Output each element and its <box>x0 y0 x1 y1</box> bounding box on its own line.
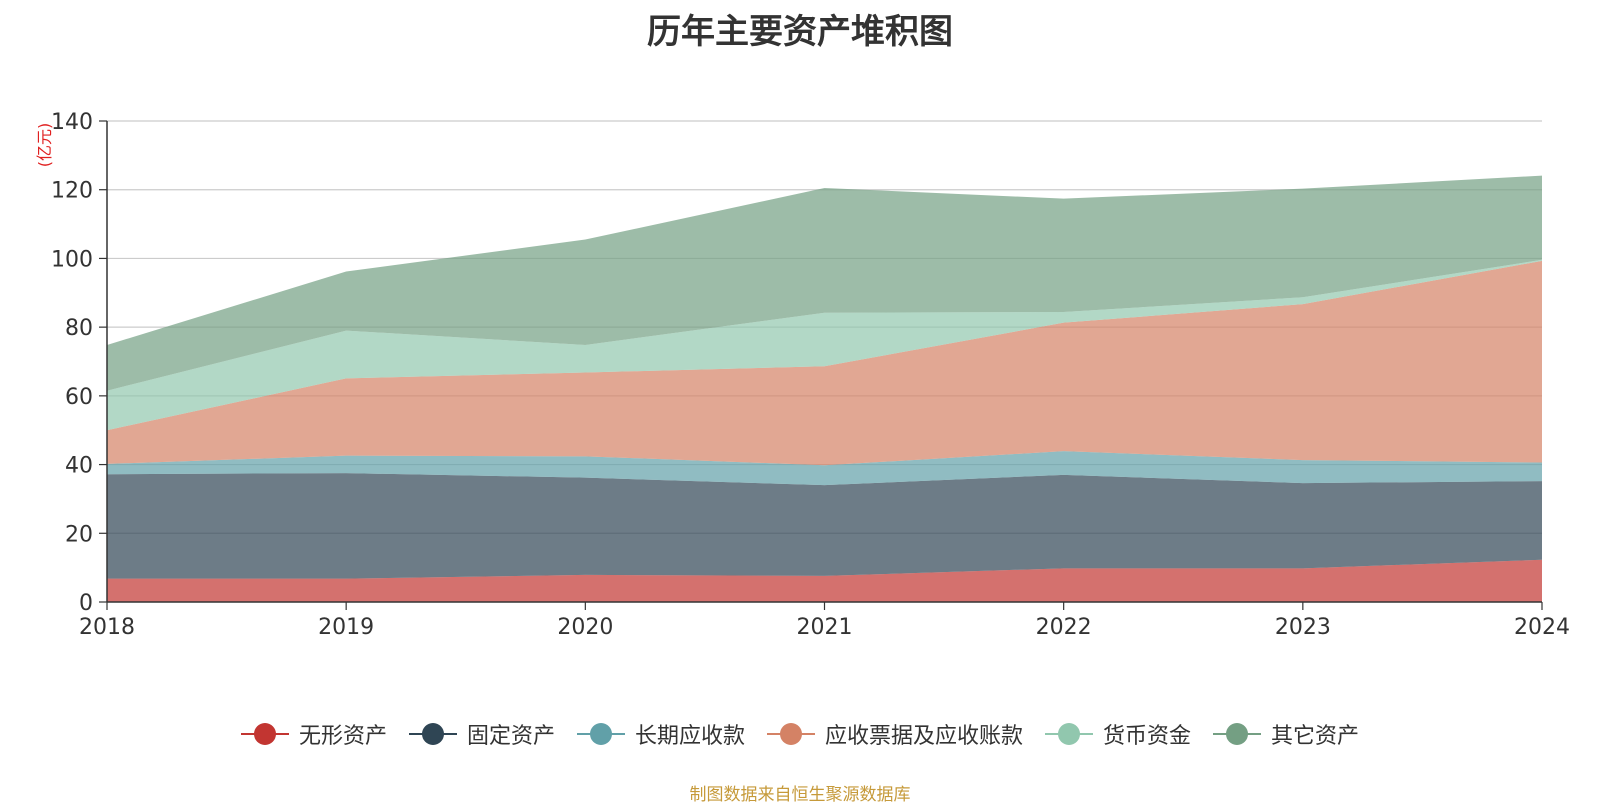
y-tick-label-120: 120 <box>51 179 93 204</box>
area-receivables[interactable] <box>107 260 1542 466</box>
legend-marker-icon <box>240 721 289 747</box>
y-tick-label-60: 60 <box>65 385 93 410</box>
legend-item-long_term_receivable[interactable]: 长期应收款 <box>576 718 745 750</box>
y-tick-label-140: 140 <box>51 110 93 135</box>
legend-item-intangible[interactable]: 无形资产 <box>240 718 387 750</box>
area-intangible[interactable] <box>107 559 1542 602</box>
legend-marker-icon <box>1213 721 1262 747</box>
y-tick-label-100: 100 <box>51 247 93 272</box>
legend-label: 固定资产 <box>466 724 555 749</box>
area-long_term_receivable[interactable] <box>107 451 1542 486</box>
x-tick-label-2022: 2022 <box>1036 615 1092 640</box>
legend-label: 应收票据及应收账款 <box>825 724 1024 749</box>
x-tick-label-2024: 2024 <box>1514 615 1570 640</box>
y-tick-label-0: 0 <box>79 591 93 616</box>
x-tick-label-2023: 2023 <box>1275 615 1331 640</box>
area-series[interactable] <box>107 175 1542 602</box>
legend-marker-icon <box>576 721 625 747</box>
x-tick-label-2018: 2018 <box>79 615 135 640</box>
y-tick-label-40: 40 <box>65 454 93 479</box>
legend-item-receivables[interactable]: 应收票据及应收账款 <box>767 718 1023 750</box>
legend-label: 长期应收款 <box>634 724 745 749</box>
x-tick-label-2021: 2021 <box>797 615 853 640</box>
legend-label: 其它资产 <box>1271 724 1360 749</box>
legend-item-fixed[interactable]: 固定资产 <box>408 718 555 750</box>
legend: 无形资产 固定资产 长期应收款 应收票据及应收账款 货币资金 其它资产 <box>0 718 1600 750</box>
legend-item-other[interactable]: 其它资产 <box>1213 718 1359 750</box>
legend-label: 无形资产 <box>298 724 387 749</box>
legend-marker-icon <box>767 721 815 747</box>
x-tick-label-2020: 2020 <box>557 615 613 640</box>
y-tick-label-80: 80 <box>65 316 93 341</box>
area-other[interactable] <box>107 175 1542 391</box>
legend-item-cash[interactable]: 货币资金 <box>1045 718 1191 750</box>
legend-marker-icon <box>1045 721 1094 747</box>
y-axis-unit-label: (亿元) <box>35 123 54 168</box>
axes: 0 20 40 60 80 100 120 140 2018 2019 2020 2021 2022 20… <box>51 110 1570 640</box>
area-cash[interactable] <box>107 259 1542 431</box>
area-fixed[interactable] <box>107 473 1542 579</box>
legend-marker-icon <box>408 721 457 747</box>
y-tick-label-20: 20 <box>65 522 93 547</box>
source-note: 制图数据来自恒生聚源数据库 <box>689 785 911 805</box>
legend-label: 货币资金 <box>1103 724 1192 749</box>
chart-title: 历年主要资产堆积图 <box>647 12 953 52</box>
x-tick-label-2019: 2019 <box>318 615 374 640</box>
